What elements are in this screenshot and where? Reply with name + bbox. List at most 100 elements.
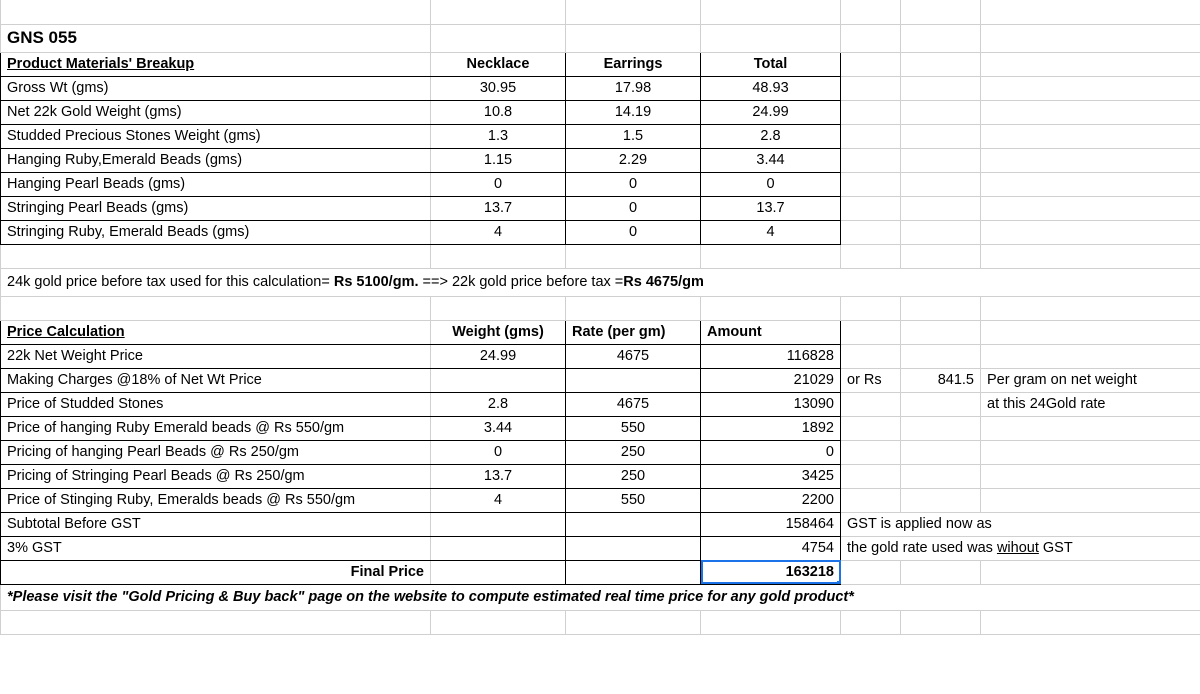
mat-row-label[interactable]: Stringing Pearl Beads (gms) bbox=[1, 196, 431, 220]
cell[interactable] bbox=[1, 296, 431, 320]
calc-row-label[interactable]: 22k Net Weight Price bbox=[1, 344, 431, 368]
cell[interactable] bbox=[841, 344, 901, 368]
mat-cell[interactable]: 0 bbox=[566, 172, 701, 196]
col-amount[interactable]: Amount bbox=[701, 320, 841, 344]
mat-cell[interactable]: 14.19 bbox=[566, 100, 701, 124]
mat-cell[interactable]: 0 bbox=[566, 196, 701, 220]
cell[interactable] bbox=[901, 24, 981, 52]
subtotal-label[interactable]: Subtotal Before GST bbox=[1, 512, 431, 536]
calc-row-label[interactable]: Price of hanging Ruby Emerald beads @ Rs… bbox=[1, 416, 431, 440]
final-price-amount[interactable]: 163218 bbox=[701, 560, 841, 584]
cell[interactable] bbox=[841, 172, 901, 196]
cell[interactable] bbox=[981, 464, 1200, 488]
cell[interactable] bbox=[701, 244, 841, 268]
cell[interactable] bbox=[566, 560, 701, 584]
mat-row-label[interactable]: Hanging Ruby,Emerald Beads (gms) bbox=[1, 148, 431, 172]
cell[interactable] bbox=[981, 296, 1200, 320]
cell[interactable] bbox=[566, 610, 701, 634]
cell[interactable] bbox=[901, 488, 981, 512]
cell[interactable] bbox=[901, 610, 981, 634]
calc-cell[interactable]: 13090 bbox=[701, 392, 841, 416]
cell[interactable] bbox=[981, 148, 1200, 172]
col-rate[interactable]: Rate (per gm) bbox=[566, 320, 701, 344]
cell[interactable] bbox=[841, 244, 901, 268]
side-note[interactable]: Per gram on net weight bbox=[981, 368, 1200, 392]
col-total[interactable]: Total bbox=[701, 52, 841, 76]
calc-cell[interactable]: 24.99 bbox=[431, 344, 566, 368]
cell[interactable] bbox=[841, 320, 901, 344]
cell[interactable] bbox=[981, 52, 1200, 76]
cell[interactable] bbox=[981, 560, 1200, 584]
cell[interactable] bbox=[841, 416, 901, 440]
final-price-label[interactable]: Final Price bbox=[1, 560, 431, 584]
cell[interactable] bbox=[566, 512, 701, 536]
side-note[interactable]: at this 24Gold rate bbox=[981, 392, 1200, 416]
cell[interactable] bbox=[431, 296, 566, 320]
calc-cell[interactable]: 21029 bbox=[701, 368, 841, 392]
cell[interactable] bbox=[981, 440, 1200, 464]
col-weight[interactable]: Weight (gms) bbox=[431, 320, 566, 344]
product-code[interactable]: GNS 055 bbox=[1, 24, 431, 52]
cell[interactable] bbox=[841, 148, 901, 172]
mat-cell[interactable]: 1.3 bbox=[431, 124, 566, 148]
mat-cell[interactable]: 13.7 bbox=[431, 196, 566, 220]
cell[interactable] bbox=[841, 76, 901, 100]
calc-cell[interactable]: 250 bbox=[566, 464, 701, 488]
cell[interactable] bbox=[901, 416, 981, 440]
cell[interactable] bbox=[841, 24, 901, 52]
cell[interactable] bbox=[841, 464, 901, 488]
cell[interactable] bbox=[981, 344, 1200, 368]
cell[interactable] bbox=[841, 52, 901, 76]
col-necklace[interactable]: Necklace bbox=[431, 52, 566, 76]
cell[interactable] bbox=[981, 610, 1200, 634]
mat-cell[interactable]: 1.5 bbox=[566, 124, 701, 148]
calc-cell[interactable]: 550 bbox=[566, 488, 701, 512]
cell[interactable] bbox=[901, 296, 981, 320]
mat-cell[interactable]: 10.8 bbox=[431, 100, 566, 124]
cell[interactable] bbox=[901, 344, 981, 368]
calc-cell[interactable]: 2.8 bbox=[431, 392, 566, 416]
mat-row-label[interactable]: Studded Precious Stones Weight (gms) bbox=[1, 124, 431, 148]
calc-cell[interactable]: 3.44 bbox=[431, 416, 566, 440]
side-note[interactable]: GST is applied now as bbox=[841, 512, 1200, 536]
gold-price-note[interactable]: 24k gold price before tax used for this … bbox=[1, 268, 1200, 296]
mat-cell[interactable]: 30.95 bbox=[431, 76, 566, 100]
cell[interactable] bbox=[841, 124, 901, 148]
cell[interactable] bbox=[901, 148, 981, 172]
cell[interactable] bbox=[701, 24, 841, 52]
calc-row-label[interactable]: Pricing of Stringing Pearl Beads @ Rs 25… bbox=[1, 464, 431, 488]
mat-row-label[interactable]: Stringing Ruby, Emerald Beads (gms) bbox=[1, 220, 431, 244]
cell[interactable] bbox=[901, 464, 981, 488]
mat-cell[interactable]: 17.98 bbox=[566, 76, 701, 100]
cell[interactable] bbox=[841, 220, 901, 244]
side-note[interactable]: 841.5 bbox=[901, 368, 981, 392]
mat-row-label[interactable]: Hanging Pearl Beads (gms) bbox=[1, 172, 431, 196]
calc-header[interactable]: Price Calculation bbox=[1, 320, 431, 344]
mat-row-label[interactable]: Gross Wt (gms) bbox=[1, 76, 431, 100]
side-note[interactable]: or Rs bbox=[841, 368, 901, 392]
mat-cell[interactable]: 0 bbox=[431, 172, 566, 196]
calc-cell[interactable] bbox=[431, 368, 566, 392]
mat-row-label[interactable]: Net 22k Gold Weight (gms) bbox=[1, 100, 431, 124]
cell[interactable] bbox=[901, 392, 981, 416]
calc-cell[interactable]: 4675 bbox=[566, 392, 701, 416]
sheet-grid[interactable]: GNS 055 Product Materials' Breakup Neckl… bbox=[0, 0, 1200, 635]
subtotal-amount[interactable]: 158464 bbox=[701, 512, 841, 536]
calc-cell[interactable]: 2200 bbox=[701, 488, 841, 512]
mat-cell[interactable]: 3.44 bbox=[701, 148, 841, 172]
calc-cell[interactable]: 1892 bbox=[701, 416, 841, 440]
calc-cell[interactable]: 0 bbox=[431, 440, 566, 464]
cell[interactable] bbox=[981, 76, 1200, 100]
gst-label[interactable]: 3% GST bbox=[1, 536, 431, 560]
cell[interactable] bbox=[901, 220, 981, 244]
cell[interactable] bbox=[841, 296, 901, 320]
cell[interactable] bbox=[841, 610, 901, 634]
cell[interactable] bbox=[901, 52, 981, 76]
cell[interactable] bbox=[981, 320, 1200, 344]
calc-row-label[interactable]: Making Charges @18% of Net Wt Price bbox=[1, 368, 431, 392]
cell[interactable] bbox=[981, 172, 1200, 196]
calc-cell[interactable]: 4 bbox=[431, 488, 566, 512]
cell[interactable] bbox=[981, 488, 1200, 512]
calc-row-label[interactable]: Price of Stinging Ruby, Emeralds beads @… bbox=[1, 488, 431, 512]
col-earrings[interactable]: Earrings bbox=[566, 52, 701, 76]
